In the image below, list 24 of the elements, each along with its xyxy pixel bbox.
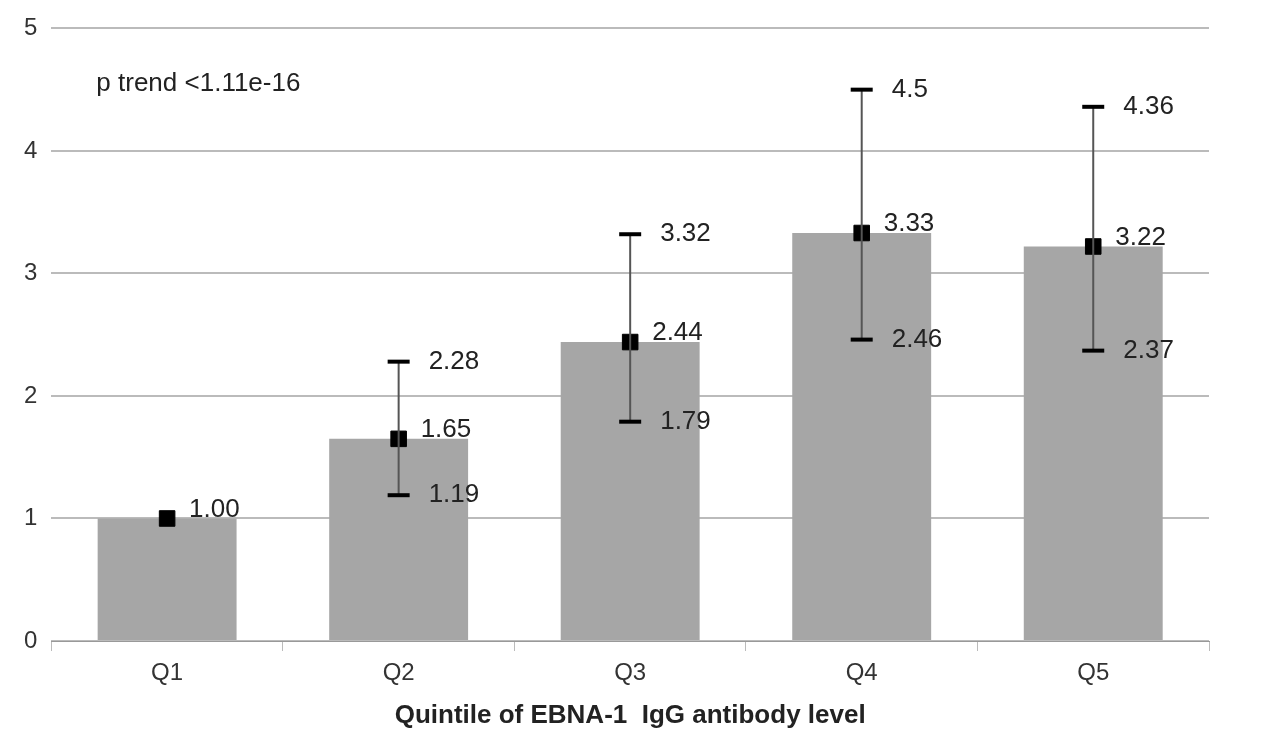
x-axis-title: Quintile of EBNA-1 IgG antibody level — [394, 698, 866, 729]
y-tick-label: 3 — [23, 258, 38, 286]
y-tick-label: 5 — [23, 13, 38, 41]
x-tick-label: Q1 — [151, 658, 184, 686]
y-tick-label: 4 — [23, 135, 38, 163]
bar — [97, 518, 237, 640]
x-tick-label: Q5 — [1077, 658, 1110, 686]
data-label: 1.00 — [189, 492, 240, 523]
annotation: 3.32 — [660, 217, 711, 248]
y-tick-label: 1 — [23, 503, 38, 531]
y-tick-label: 0 — [23, 625, 38, 653]
data-label: 1.65 — [420, 413, 472, 444]
annotation: 2.28 — [428, 344, 480, 375]
annotation: 4.36 — [1123, 89, 1174, 120]
x-tick-label: Q3 — [614, 658, 647, 686]
annotation: p trend <1.11e-16 — [96, 66, 301, 97]
y-tick-label: 2 — [23, 380, 38, 408]
point — [158, 510, 176, 527]
x-tick-label: Q2 — [382, 658, 415, 686]
annotation: 4.5 — [891, 72, 928, 103]
data-label: 3.22 — [1115, 220, 1166, 251]
data-label: 2.44 — [652, 316, 703, 347]
data-label: 3.33 — [883, 207, 935, 238]
x-tick-label: Q4 — [845, 658, 878, 686]
